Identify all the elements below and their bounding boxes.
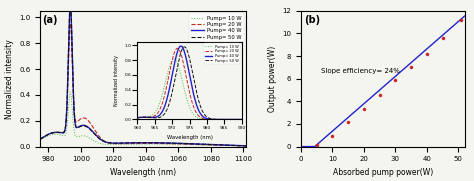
Pump= 20 W: [237, 145, 243, 147]
Pump= 20 W: [244, 145, 249, 147]
Pump= 10 W: [244, 145, 249, 147]
Pump= 50 W: [138, 142, 144, 144]
Pump= 50 W: [67, 2, 73, 4]
Pump= 50 W: [238, 145, 244, 147]
Text: (b): (b): [304, 15, 320, 25]
Pump= 10 W: [132, 143, 138, 145]
Line: Pump= 20 W: Pump= 20 W: [40, 23, 246, 146]
Pump= 20 W: [37, 138, 43, 140]
Legend: Pump= 10 W, Pump= 20 W, Pump= 40 W, Pump= 50 W: Pump= 10 W, Pump= 20 W, Pump= 40 W, Pump…: [189, 14, 244, 42]
Pump= 40 W: [37, 138, 43, 140]
Pump= 20 W: [200, 144, 206, 146]
Y-axis label: Output power(W): Output power(W): [268, 46, 277, 112]
Pump= 40 W: [138, 142, 144, 144]
Pump= 20 W: [138, 142, 144, 144]
Legend: Pump= 10 W, Pump= 20 W, Pump= 40 W, Pump= 50 W: Pump= 10 W, Pump= 20 W, Pump= 40 W, Pump…: [204, 43, 240, 64]
Pump= 10 W: [138, 143, 144, 145]
Pump= 40 W: [238, 145, 244, 147]
Pump= 10 W: [48, 134, 54, 136]
Y-axis label: Normalized intensity: Normalized intensity: [114, 55, 119, 106]
Pump= 50 W: [37, 138, 43, 140]
Pump= 20 W: [132, 142, 138, 144]
Pump= 40 W: [132, 142, 138, 144]
Pump= 40 W: [244, 145, 249, 147]
X-axis label: Wavelength (nm): Wavelength (nm): [110, 168, 176, 177]
Pump= 50 W: [244, 145, 249, 147]
Pump= 10 W: [37, 139, 43, 141]
Text: (a): (a): [42, 15, 58, 25]
Line: Pump= 10 W: Pump= 10 W: [40, 92, 246, 146]
Pump= 40 W: [237, 145, 243, 147]
Pump= 20 W: [67, 22, 73, 24]
Pump= 50 W: [237, 145, 243, 147]
Text: Slope efficiency= 24%: Slope efficiency= 24%: [320, 68, 400, 74]
Line: Pump= 50 W: Pump= 50 W: [40, 3, 246, 146]
Pump= 40 W: [200, 143, 206, 145]
Pump= 40 W: [48, 132, 54, 134]
Pump= 50 W: [48, 132, 54, 134]
Pump= 50 W: [200, 143, 206, 145]
Pump= 10 W: [200, 144, 206, 146]
Pump= 20 W: [48, 132, 54, 134]
Y-axis label: Normalized intensity: Normalized intensity: [5, 39, 14, 119]
Pump= 10 W: [238, 145, 244, 147]
X-axis label: Absorbed pump power(W): Absorbed pump power(W): [333, 168, 433, 177]
Pump= 40 W: [67, 4, 73, 6]
Pump= 10 W: [67, 91, 73, 93]
X-axis label: Wavelength (nm): Wavelength (nm): [166, 135, 213, 140]
Line: Pump= 40 W: Pump= 40 W: [40, 5, 246, 146]
Pump= 10 W: [237, 145, 243, 147]
Pump= 20 W: [238, 145, 244, 147]
Pump= 50 W: [132, 142, 138, 144]
